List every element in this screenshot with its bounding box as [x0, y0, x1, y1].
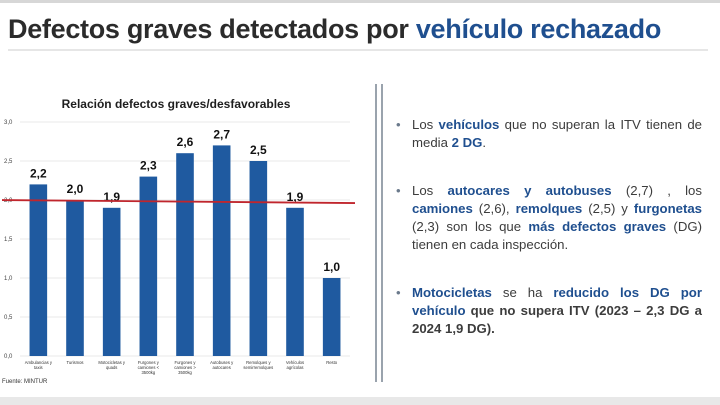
category-label: semirremolques — [243, 365, 273, 370]
category-label: Autobuses y — [210, 360, 234, 365]
category-label: camiones < — [138, 365, 160, 370]
bar — [102, 207, 121, 356]
category-label: taxis — [34, 365, 43, 370]
bullet-text-run: (2,3) son los que — [412, 219, 529, 234]
bullet-text-run: . — [482, 135, 487, 150]
bullet-text-run: (2,7) , los — [611, 183, 702, 198]
category-label: Turismos — [66, 360, 83, 365]
bullet-text-run: Motocicletas — [412, 285, 492, 300]
bar — [29, 184, 48, 356]
bar-chart: Relación defectos graves/desfavorables 0… — [1, 97, 356, 375]
y-tick-label: 1,0 — [4, 276, 13, 282]
bullet-text-run: se ha — [491, 285, 554, 300]
category-label: Motocicletas y — [98, 360, 125, 365]
bullet-dot-icon: • — [396, 183, 401, 198]
bar — [139, 176, 158, 356]
bullet-text-run: que no superan la ITV tienen de media — [412, 117, 702, 150]
top-border — [0, 0, 720, 3]
bar — [286, 207, 304, 356]
bullet-text-run: (2,5) y — [582, 201, 634, 216]
bullet-text-run: Los — [412, 183, 448, 198]
average-line — [1, 199, 356, 204]
y-tick-label: 3,0 — [4, 120, 13, 126]
bullet-text-run: vehículos — [438, 117, 500, 132]
y-tick-label: 0,5 — [4, 315, 13, 321]
bullet-dot-icon: • — [396, 117, 401, 132]
data-label: 2,0 — [67, 182, 84, 196]
bottom-strip — [0, 397, 720, 405]
bullet-item: • Motocicletas se ha reducido los DG por … — [396, 284, 702, 338]
bullet-text-run: 2 DG — [451, 135, 483, 150]
bullet-text-run: camiones — [412, 201, 473, 216]
bars — [29, 145, 341, 356]
source-note: Fuente: MINTUR — [2, 379, 48, 385]
y-tick-label: 2,5 — [4, 159, 13, 165]
data-label: 2,6 — [177, 135, 194, 149]
bullet-text-run: Los — [412, 117, 439, 132]
bar — [249, 161, 268, 356]
chart-title: Relación defectos graves/desfavorables — [62, 97, 291, 111]
category-label: Furgones y — [175, 360, 197, 365]
bullet-text-run: furgonetas — [633, 201, 703, 216]
category-label: Ambulancias y — [25, 360, 53, 365]
category-label: 3500kg — [141, 370, 155, 375]
bullet-text-run: que no supera ITV (2023 – 2,3 DG a 2024 … — [412, 303, 702, 336]
data-label: 1,0 — [323, 260, 340, 274]
category-label: Vehículos — [286, 360, 304, 365]
category-label: 3500kg — [178, 370, 192, 375]
bar — [212, 145, 231, 356]
category-label: quads — [106, 365, 117, 370]
bullet-text-run: remolques — [515, 201, 583, 216]
bullet-text-run: reducido los DG por vehículo — [412, 285, 702, 318]
category-label: Remolques y — [246, 360, 271, 365]
bullet-text-run: autocares y autobuses — [447, 183, 612, 198]
bullet-item: • Los autocares y autobuses (2,7) , los c… — [396, 182, 702, 254]
bullet-item: • Los vehículos que no superan la ITV tie… — [396, 116, 702, 152]
data-label: 2,2 — [30, 166, 47, 180]
data-label: 2,7 — [213, 127, 230, 141]
bullet-text-run: (DG) tienen en cada inspección. — [412, 219, 702, 252]
data-label: 2,5 — [250, 143, 267, 157]
category-label: autocares — [212, 365, 230, 370]
bar — [322, 278, 341, 356]
average-line-group — [1, 199, 356, 204]
slide-title: Defectos graves detectados por vehículo … — [8, 14, 661, 45]
bullet-dot-icon: • — [396, 285, 401, 300]
data-label: 2,3 — [140, 159, 157, 173]
category-label: Furgones y — [138, 360, 160, 365]
data-label: 1,9 — [287, 190, 304, 204]
bar — [66, 200, 84, 356]
y-tick-label: 1,5 — [4, 237, 13, 243]
vertical-separator — [375, 84, 383, 382]
bullet-text-run: (2,6), — [472, 201, 516, 216]
category-label: Resto — [326, 360, 338, 365]
bullet-text-run: más defectos graves — [528, 219, 667, 234]
category-label: camiones > — [174, 365, 196, 370]
slide-title-accent: vehículo rechazado — [415, 14, 662, 44]
title-divider — [8, 49, 708, 51]
y-tick-label: 0,0 — [4, 354, 13, 360]
category-label: agrícolas — [287, 365, 304, 370]
slide-title-part1: Defectos graves detectados por — [8, 14, 416, 44]
bar — [176, 153, 194, 356]
bullet-list: • Los vehículos que no superan la ITV tie… — [396, 116, 702, 368]
